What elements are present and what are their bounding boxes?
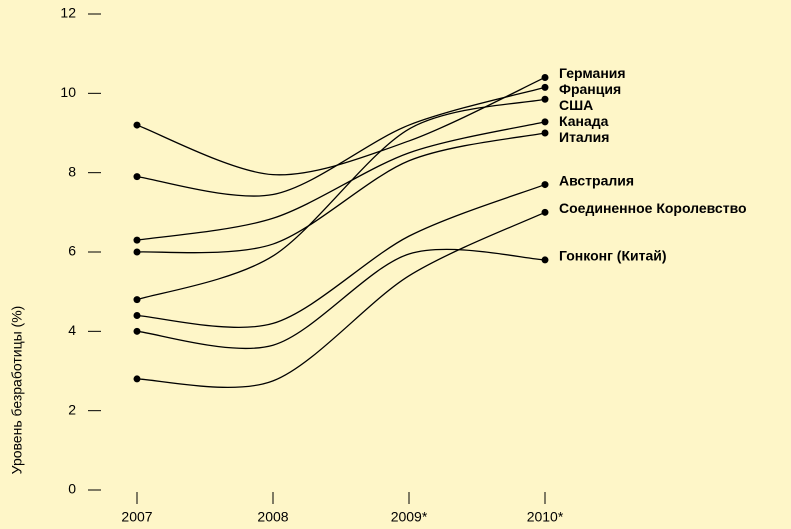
series-line	[136, 132, 546, 254]
point	[133, 121, 141, 129]
point	[541, 256, 549, 264]
series-line	[136, 211, 546, 388]
series-label: США	[559, 97, 593, 113]
series-line	[136, 248, 546, 350]
point	[541, 118, 549, 126]
series-label: Германия	[559, 65, 626, 81]
series-label: Италия	[559, 129, 609, 145]
point	[541, 129, 549, 137]
y-tick-label: 6	[68, 243, 76, 259]
series-label: Гонконг (Китай)	[559, 248, 667, 264]
series-label: Соединенное Королевство	[559, 200, 747, 216]
series-line	[136, 121, 546, 241]
point	[133, 311, 141, 319]
point	[133, 296, 141, 304]
y-tick-label: 2	[68, 401, 76, 417]
series-label: Австралия	[559, 172, 634, 188]
point	[133, 236, 141, 244]
series-line	[136, 86, 546, 197]
y-axis-label: Уровень безработицы (%)	[9, 306, 25, 475]
series-line	[136, 98, 546, 301]
point	[541, 208, 549, 216]
point	[133, 248, 141, 256]
point	[541, 181, 549, 189]
x-tick-label: 2007	[121, 509, 152, 525]
series-label: Канада	[559, 113, 609, 129]
y-tick-label: 12	[60, 5, 76, 21]
y-tick-label: 4	[68, 322, 76, 338]
point	[133, 375, 141, 383]
y-tick-label: 0	[68, 481, 76, 497]
x-tick-label: 2010*	[527, 509, 564, 525]
point	[133, 173, 141, 181]
y-tick-label: 10	[60, 84, 76, 100]
point	[541, 73, 549, 81]
x-tick-label: 2009*	[391, 509, 428, 525]
point	[133, 327, 141, 335]
x-tick-label: 2008	[257, 509, 288, 525]
y-tick-label: 8	[68, 163, 76, 179]
point	[541, 83, 549, 91]
point	[541, 95, 549, 103]
series-label: Франция	[559, 81, 621, 97]
series-line	[136, 183, 546, 328]
